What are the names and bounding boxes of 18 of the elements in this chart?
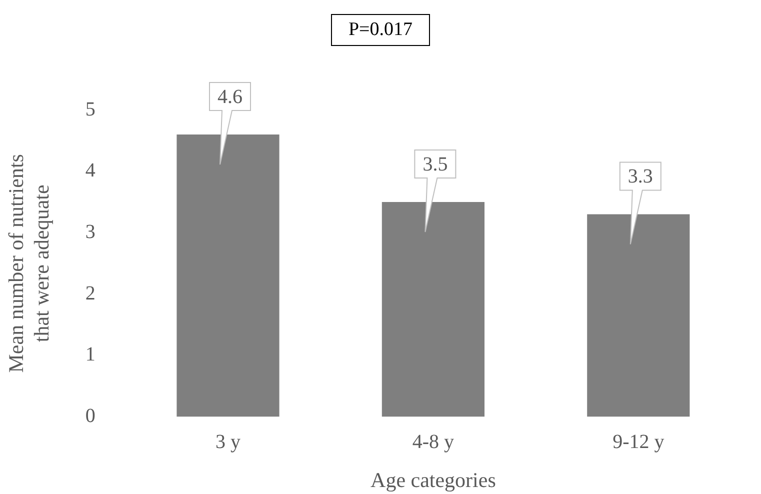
- y-tick-label: 1: [85, 344, 96, 366]
- chart-title: P=0.017: [331, 14, 430, 46]
- data-label: 3.3: [628, 166, 653, 188]
- x-axis-title: Age categories: [370, 468, 496, 492]
- data-label: 4.6: [218, 86, 242, 108]
- y-tick-label: 5: [85, 98, 96, 120]
- y-tick-label: 4: [85, 160, 96, 182]
- y-tick-label: 2: [85, 282, 96, 304]
- y-tick-label: 0: [85, 405, 96, 428]
- bar: [382, 202, 484, 417]
- bar: [587, 214, 690, 417]
- x-tick-label: 4-8 y: [412, 431, 454, 454]
- y-tick-label: 3: [85, 220, 96, 243]
- y-axis-title: Mean number of nutrients that were adequate: [4, 154, 54, 373]
- x-tick-label: 3 y: [216, 431, 240, 454]
- x-tick-label: 9-12 y: [612, 431, 664, 454]
- data-label: 3.5: [422, 153, 448, 176]
- bar: [176, 134, 280, 417]
